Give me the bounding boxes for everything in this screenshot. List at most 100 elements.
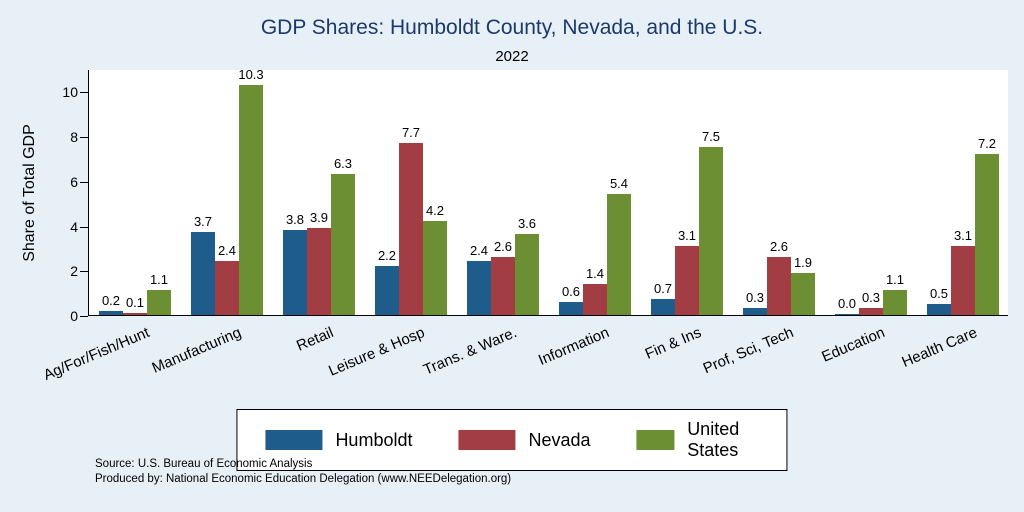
bar-humboldt <box>375 266 399 315</box>
chart-title: GDP Shares: Humboldt County, Nevada, and… <box>260 16 764 39</box>
bar-value-label: 7.2 <box>977 136 997 151</box>
bar-value-label: 3.7 <box>193 214 213 229</box>
plot-area: 0.2 0.1 1.1 3.7 2.4 10.3 3.8 3.9 6.3 2.2 7.7 4.2 2.4… <box>88 67 1008 316</box>
bar-value-label: 2.6 <box>769 239 789 254</box>
bar-value-label: 3.6 <box>517 216 537 231</box>
bar-nevada <box>307 228 331 315</box>
bar-value-label: 6.3 <box>333 156 353 171</box>
bar-humboldt <box>835 314 859 315</box>
legend-swatch <box>265 430 323 450</box>
bar-value-label: 0.2 <box>101 293 121 308</box>
bar-value-label: 0.3 <box>745 290 765 305</box>
y-tick-label: 2 <box>70 263 78 280</box>
y-tick-mark <box>80 226 88 228</box>
bar-nevada <box>859 308 883 315</box>
y-tick-mark <box>80 92 88 94</box>
bar-humboldt <box>743 308 767 315</box>
x-axis-category-label: Education <box>819 324 888 366</box>
bar-value-label: 3.8 <box>285 212 305 227</box>
x-axis-category-label: Leisure & Hosp <box>326 324 428 380</box>
source-note: Source: U.S. Bureau of Economic Analysis <box>95 458 313 470</box>
bar-nevada <box>583 284 607 315</box>
bar-value-label: 0.7 <box>653 281 673 296</box>
x-axis-category-label: Fin & Ins <box>642 324 704 363</box>
bar-united-states <box>423 221 447 315</box>
legend-label: Humboldt <box>335 429 413 450</box>
y-tick-label: 10 <box>62 84 78 101</box>
bar-united-states <box>331 174 355 315</box>
bar-united-states <box>975 154 999 315</box>
bar-value-label: 0.0 <box>837 296 857 311</box>
legend-label: United States <box>687 419 740 460</box>
chart-subtitle: 2022 <box>495 48 529 65</box>
bar-united-states <box>515 234 539 315</box>
legend: Humboldt Nevada United States <box>236 409 788 471</box>
bar-value-label: 0.5 <box>929 286 949 301</box>
x-axis-category-label: Ag/For/Fish/Hunt <box>40 324 152 384</box>
bar-value-label: 4.2 <box>425 203 445 218</box>
bar-value-label: 7.5 <box>701 129 721 144</box>
bar-humboldt <box>927 304 951 315</box>
bar-united-states <box>239 85 263 315</box>
legend-swatch <box>636 430 675 450</box>
y-tick-mark <box>80 316 88 317</box>
bar-value-label: 10.3 <box>238 67 264 82</box>
y-tick-label: 6 <box>70 173 78 190</box>
y-tick-mark <box>80 181 88 183</box>
y-tick-mark <box>80 271 88 273</box>
bar-value-label: 1.9 <box>793 255 813 270</box>
legend-entry-humboldt: Humboldt <box>265 430 412 451</box>
bar-value-label: 2.2 <box>377 248 397 263</box>
bar-united-states <box>883 290 907 315</box>
y-tick-label: 0 <box>70 308 78 324</box>
bar-nevada <box>491 257 515 315</box>
bar-value-label: 1.4 <box>585 266 605 281</box>
bar-nevada <box>399 143 423 315</box>
bar-humboldt <box>467 261 491 315</box>
bar-humboldt <box>283 230 307 315</box>
bar-value-label: 2.6 <box>493 239 513 254</box>
y-tick-label: 4 <box>70 218 78 235</box>
bar-value-label: 0.6 <box>561 284 581 299</box>
bar-value-label: 0.1 <box>125 295 145 310</box>
bar-value-label: 1.1 <box>149 272 169 287</box>
bar-value-label: 5.4 <box>609 176 629 191</box>
y-tick-label: 8 <box>70 129 78 146</box>
legend-label: Nevada <box>528 429 591 450</box>
x-axis-category-label: Health Care <box>899 324 980 371</box>
bar-value-label: 3.1 <box>953 228 973 243</box>
x-axis-category-label: Prof, Sci, Tech <box>700 324 796 378</box>
bar-value-label: 1.1 <box>885 272 905 287</box>
bar-value-label: 3.1 <box>677 228 697 243</box>
bar-united-states <box>607 194 631 315</box>
bar-united-states <box>791 273 815 315</box>
bar-value-label: 0.3 <box>861 290 881 305</box>
legend-entry-united-states: United States <box>636 419 759 461</box>
bar-nevada <box>767 257 791 315</box>
legend-swatch <box>458 430 516 450</box>
bar-value-label: 7.7 <box>401 125 421 140</box>
footnotes: Source: U.S. Bureau of Economic Analysis… <box>95 457 511 487</box>
bar-value-label: 2.4 <box>469 243 489 258</box>
produced-by-note: Produced by: National Economic Education… <box>95 473 512 485</box>
bar-nevada <box>951 246 975 315</box>
bar-humboldt <box>191 232 215 315</box>
x-axis-category-label: Manufacturing <box>149 324 244 377</box>
x-axis-category-label: Information <box>535 324 612 369</box>
legend-entry-nevada: Nevada <box>458 429 591 451</box>
bar-united-states <box>699 147 723 315</box>
bar-value-label: 3.9 <box>309 210 329 225</box>
bar-humboldt <box>559 302 583 315</box>
bar-nevada <box>675 246 699 315</box>
y-tick-mark <box>80 137 88 139</box>
bar-nevada <box>215 261 239 315</box>
bar-humboldt <box>99 311 123 315</box>
y-axis-title: Share of Total GDP <box>21 124 38 262</box>
bar-value-label: 2.4 <box>217 243 237 258</box>
x-axis-category-label: Retail <box>293 324 336 355</box>
bar-nevada <box>123 313 147 315</box>
bar-united-states <box>147 290 171 315</box>
bar-humboldt <box>651 299 675 315</box>
x-axis-category-label: Trans. & Ware. <box>421 324 520 379</box>
